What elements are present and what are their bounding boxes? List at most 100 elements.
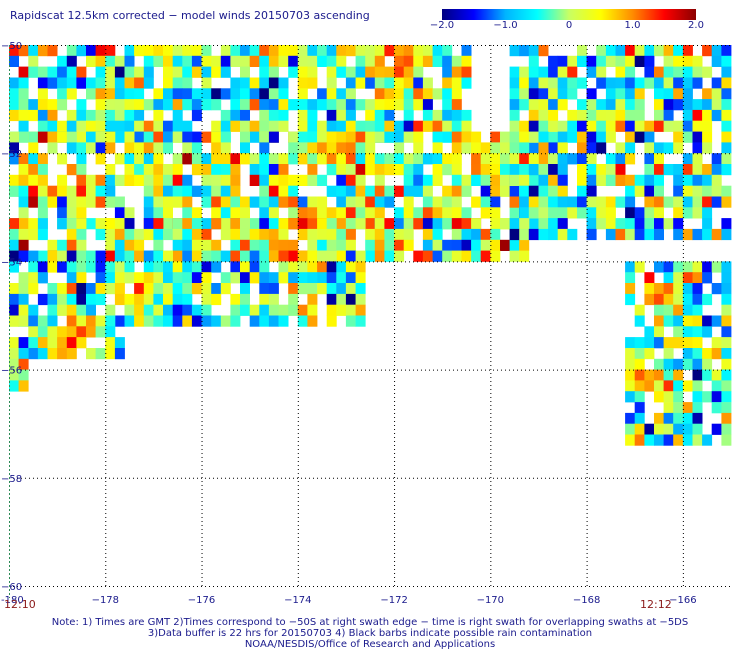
heatmap-cell — [625, 337, 636, 349]
heatmap-cell — [702, 293, 713, 306]
heatmap-cell — [307, 55, 318, 67]
heatmap-cell — [9, 218, 19, 230]
heatmap-cell — [682, 207, 693, 219]
heatmap-cell — [163, 261, 173, 273]
heatmap-cell — [673, 185, 684, 197]
heatmap-cell — [95, 326, 106, 338]
heatmap-cell — [240, 66, 250, 78]
heatmap-cell — [374, 196, 385, 208]
heatmap-cell — [317, 99, 328, 111]
heatmap-cell — [317, 228, 328, 241]
heatmap-cell — [673, 174, 684, 186]
heatmap-cell — [586, 142, 597, 154]
heatmap-cell — [297, 99, 308, 111]
heatmap-cell — [519, 239, 530, 251]
heatmap-cell — [548, 218, 559, 230]
heatmap-cell — [663, 120, 674, 132]
heatmap-cell — [682, 164, 693, 176]
x-tick-label: −168 — [573, 595, 600, 606]
heatmap-cell — [191, 304, 202, 316]
heatmap-cell — [57, 55, 68, 67]
heatmap-cell — [634, 88, 645, 100]
heatmap-cell — [143, 131, 154, 143]
heatmap-cell — [288, 45, 299, 57]
heatmap-cell — [586, 88, 597, 100]
heatmap-cell — [143, 293, 154, 306]
heatmap-cell — [394, 88, 405, 100]
heatmap-cell — [249, 88, 260, 100]
heatmap-cell — [663, 402, 674, 414]
heatmap-cell — [240, 77, 250, 89]
heatmap-cell — [211, 293, 222, 306]
heatmap-cell — [153, 239, 164, 251]
heatmap-cell — [596, 109, 607, 122]
heatmap-cell — [172, 239, 183, 251]
heatmap-cell — [500, 218, 510, 230]
heatmap-cell — [268, 66, 279, 78]
heatmap-cell — [365, 99, 376, 111]
colorbar-bar — [442, 9, 696, 20]
heatmap-cell — [654, 369, 664, 381]
heatmap-cell — [230, 304, 241, 316]
heatmap-cell — [586, 164, 597, 176]
heatmap-cell — [557, 120, 568, 132]
heatmap-cell — [654, 196, 664, 208]
heatmap-cell — [673, 358, 684, 370]
heatmap-cell — [605, 153, 616, 165]
heatmap-cell — [230, 250, 241, 262]
heatmap-cell — [9, 337, 19, 349]
heatmap-cell — [259, 196, 270, 208]
heatmap-cell — [124, 109, 135, 122]
heatmap-cell — [500, 153, 510, 165]
heatmap-cell — [702, 131, 713, 143]
heatmap-cell — [326, 261, 337, 273]
heatmap-cell — [240, 109, 250, 122]
heatmap-cell — [182, 250, 193, 262]
heatmap-cell — [538, 174, 549, 186]
heatmap-cell — [18, 120, 29, 132]
heatmap-cell — [509, 99, 520, 111]
heatmap-cell — [548, 99, 559, 111]
heatmap-cell — [95, 272, 106, 284]
heatmap-cell — [105, 164, 116, 176]
heatmap-cell — [673, 131, 684, 143]
heatmap-cell — [182, 185, 193, 197]
heatmap-cell — [76, 164, 87, 176]
heatmap-cell — [220, 88, 231, 100]
heatmap-cell — [278, 153, 289, 165]
heatmap-cell — [240, 207, 250, 219]
heatmap-cell — [124, 239, 135, 251]
heatmap-cell — [663, 369, 674, 381]
heatmap-cell — [355, 185, 366, 197]
heatmap-cell — [57, 348, 68, 360]
heatmap-cell — [163, 218, 173, 230]
heatmap-cell — [230, 272, 241, 284]
heatmap-cell — [548, 120, 559, 132]
heatmap-cell — [191, 164, 202, 176]
heatmap-cell — [153, 131, 164, 143]
heatmap-cell — [422, 120, 433, 132]
heatmap-cell — [721, 66, 732, 78]
heatmap-cell — [442, 185, 453, 197]
heatmap-cell — [692, 380, 703, 392]
heatmap-cell — [682, 272, 693, 284]
heatmap-cell — [105, 45, 116, 57]
heatmap-cell — [124, 272, 135, 284]
heatmap-cell — [76, 315, 87, 327]
heatmap-cell — [211, 261, 222, 273]
heatmap-cell — [432, 164, 443, 176]
heatmap-cell — [172, 88, 183, 100]
heatmap-cell — [384, 120, 395, 132]
heatmap-cell — [615, 142, 626, 154]
heatmap-cell — [336, 228, 347, 241]
heatmap-cell — [76, 337, 87, 349]
heatmap-cell — [605, 228, 616, 241]
heatmap-cell — [692, 358, 703, 370]
heatmap-cell — [702, 88, 713, 100]
heatmap-cell — [403, 164, 414, 176]
heatmap-cell — [721, 391, 732, 403]
heatmap-cell — [201, 218, 212, 230]
heatmap-cell — [336, 131, 347, 143]
heatmap-cell — [374, 131, 385, 143]
heatmap-cell — [702, 326, 713, 338]
